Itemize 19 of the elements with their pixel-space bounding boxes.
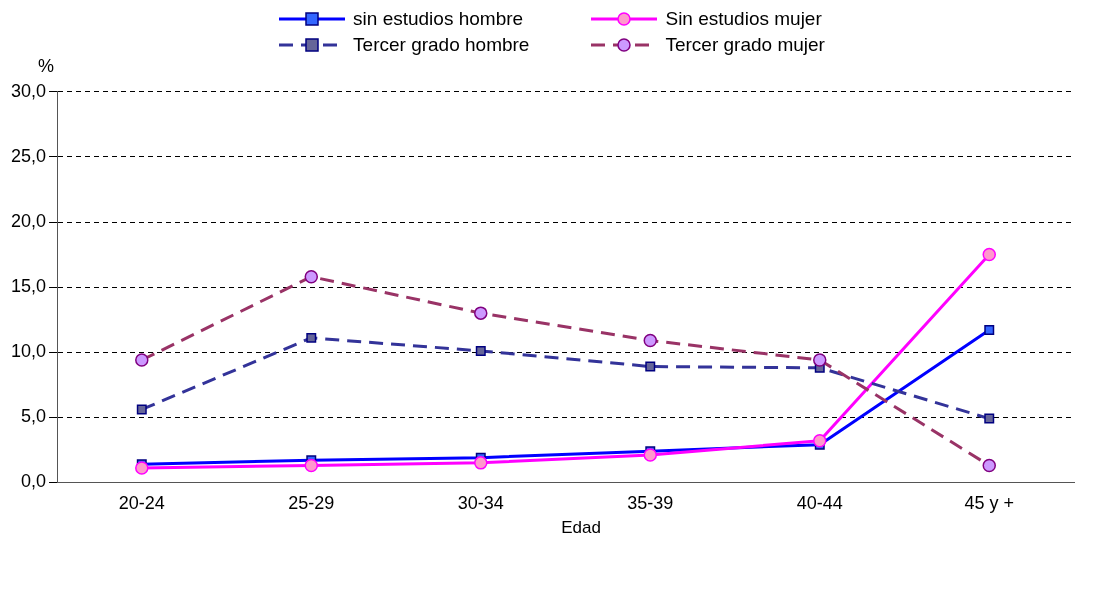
y-tick-label: 20,0 xyxy=(10,210,47,231)
y-axis-title: % xyxy=(38,56,55,78)
x-tick-label: 40-44 xyxy=(796,493,843,514)
legend-label: Sin estudios mujer xyxy=(665,8,822,30)
legend-label: Tercer grado mujer xyxy=(665,34,825,56)
y-tick-label: 0,0 xyxy=(21,471,47,492)
y-tick-label: 5,0 xyxy=(21,406,47,427)
x-tick-label: 20-24 xyxy=(118,493,165,514)
y-tick-label: 30,0 xyxy=(10,80,47,101)
x-tick-label: 30-34 xyxy=(457,493,504,514)
x-tick-label: 45 y + xyxy=(964,493,1015,514)
x-tick-label: 25-29 xyxy=(288,493,335,514)
x-axis-title: Edad xyxy=(560,518,602,538)
legend-label: sin estudios hombre xyxy=(353,8,524,30)
y-tick-label: 15,0 xyxy=(10,276,47,297)
y-tick-label: 10,0 xyxy=(10,341,47,362)
legend-label: Tercer grado hombre xyxy=(353,34,530,56)
x-tick-label: 35-39 xyxy=(627,493,674,514)
y-tick-label: 25,0 xyxy=(10,145,47,166)
